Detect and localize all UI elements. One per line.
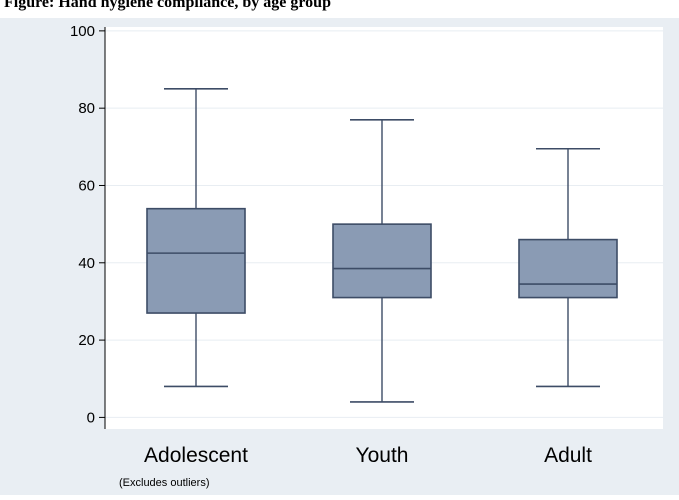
- chart-note: (Excludes outliers): [119, 477, 209, 489]
- y-tick-label: 40: [78, 255, 95, 272]
- box-adolescent: [146, 88, 246, 388]
- iqr-box: [518, 238, 618, 299]
- iqr-box: [146, 207, 246, 314]
- y-tick-label: 20: [78, 332, 95, 349]
- y-tick-label: 100: [70, 23, 95, 40]
- y-tick-label: 60: [78, 177, 95, 194]
- x-axis-labels: Adolescent Youth Adult: [144, 444, 592, 467]
- x-category-label: Adult: [544, 444, 592, 467]
- x-category-label: Adolescent: [144, 444, 248, 467]
- figure-caption: Figure: Hand hygiene compliance, by age …: [4, 0, 331, 11]
- box-series: [146, 88, 618, 403]
- box-adult: [518, 147, 618, 388]
- y-axis: 0 20 40 60 80 100: [70, 23, 106, 429]
- iqr-box: [332, 223, 432, 299]
- x-category-label: Youth: [356, 444, 409, 467]
- box-youth: [332, 118, 432, 403]
- y-tick-label: 0: [87, 409, 95, 426]
- y-tick-label: 80: [78, 100, 95, 117]
